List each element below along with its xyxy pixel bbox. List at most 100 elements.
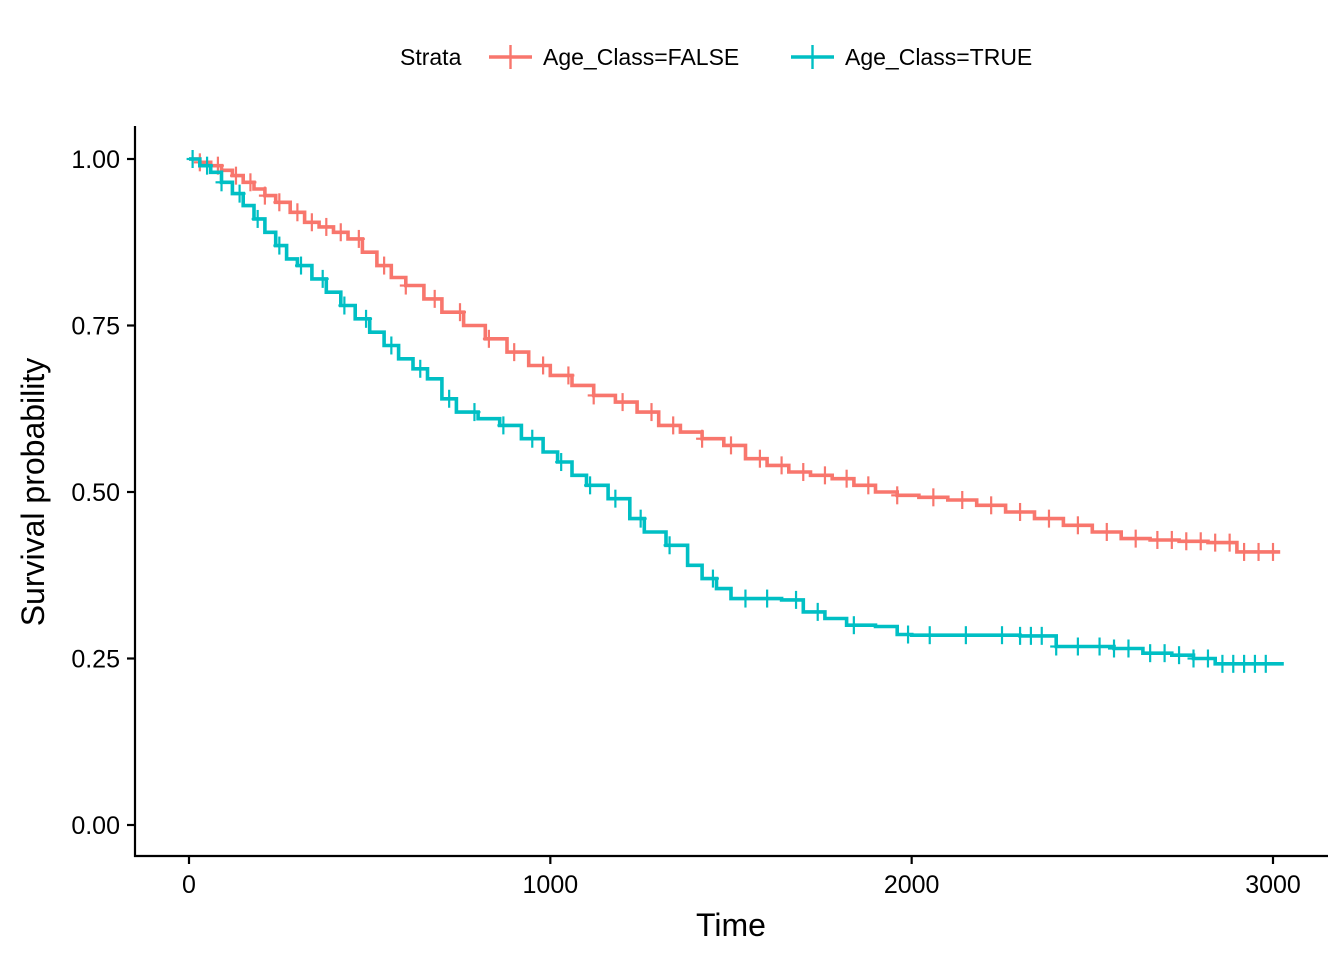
censor-mark bbox=[959, 626, 972, 645]
censor-mark bbox=[414, 359, 427, 378]
censor-mark bbox=[1180, 532, 1193, 551]
censor-mark bbox=[1187, 649, 1200, 668]
censor-mark bbox=[1071, 637, 1084, 656]
censor-mark bbox=[1216, 654, 1229, 673]
censor-mark bbox=[443, 389, 456, 408]
censor-mark bbox=[1100, 522, 1113, 541]
y-tick-label: 0.50 bbox=[71, 479, 120, 507]
censor-mark bbox=[725, 436, 737, 455]
legend-label-true: Age_Class=TRUE bbox=[845, 44, 1032, 70]
censor-mark bbox=[1201, 649, 1214, 668]
survival-curves bbox=[186, 150, 1284, 673]
censor-mark bbox=[753, 449, 766, 468]
censor-mark bbox=[927, 488, 940, 507]
censor-mark bbox=[634, 509, 647, 528]
legend-title: Strata bbox=[400, 44, 462, 70]
censor-mark bbox=[775, 456, 788, 475]
censor-mark bbox=[761, 589, 774, 608]
censor-mark bbox=[338, 296, 351, 315]
censor-mark bbox=[537, 356, 550, 375]
censor-mark bbox=[378, 256, 391, 275]
censor-mark bbox=[985, 496, 998, 515]
x-tick-label: 0 bbox=[182, 871, 196, 899]
censor-mark bbox=[291, 203, 304, 222]
y-axis-title: Survival probability bbox=[15, 358, 51, 627]
censor-mark bbox=[251, 209, 264, 228]
x-tick-label: 1000 bbox=[523, 871, 579, 899]
censor-mark bbox=[584, 476, 597, 495]
censor-mark bbox=[667, 416, 680, 435]
censor-mark bbox=[1248, 654, 1261, 673]
censor-mark bbox=[385, 336, 398, 355]
censor-mark bbox=[1238, 654, 1251, 673]
y-ticks: 0.00 0.25 0.50 0.75 1.00 bbox=[71, 146, 135, 840]
censor-mark bbox=[497, 416, 510, 435]
x-ticks: 0 1000 2000 3000 bbox=[182, 856, 1301, 899]
censor-mark bbox=[696, 429, 709, 448]
censor-mark bbox=[1122, 639, 1135, 658]
survival-step-line bbox=[189, 157, 1284, 666]
censor-mark bbox=[233, 184, 246, 203]
censor-mark bbox=[847, 616, 860, 635]
censor-mark bbox=[1238, 542, 1251, 561]
censor-mark bbox=[1129, 529, 1142, 548]
y-tick-label: 0.00 bbox=[71, 812, 120, 840]
censor-mark bbox=[663, 536, 676, 555]
censor-mark bbox=[1108, 639, 1121, 658]
censor-mark bbox=[186, 150, 199, 168]
censor-mark bbox=[526, 429, 539, 448]
censor-mark bbox=[215, 173, 228, 192]
censor-mark bbox=[468, 403, 481, 422]
censor-mark bbox=[360, 309, 373, 328]
censor-mark bbox=[1158, 644, 1171, 663]
censor-mark bbox=[305, 213, 318, 232]
y-tick-label: 1.00 bbox=[71, 146, 120, 174]
censor-mark bbox=[923, 626, 936, 645]
censor-mark bbox=[1151, 530, 1164, 549]
censor-mark bbox=[1144, 644, 1157, 663]
censor-mark bbox=[273, 193, 286, 212]
censor-mark bbox=[320, 217, 333, 236]
x-axis-title: Time bbox=[696, 907, 766, 943]
survival-step-line bbox=[189, 157, 1281, 554]
censor-mark bbox=[797, 463, 810, 482]
censor-mark bbox=[229, 166, 242, 185]
censor-mark bbox=[454, 303, 466, 322]
censor-mark bbox=[902, 625, 915, 644]
censor-mark bbox=[891, 486, 904, 505]
censor-mark bbox=[1194, 532, 1207, 551]
censor-mark bbox=[1209, 533, 1222, 552]
censor-mark bbox=[862, 476, 875, 495]
censor-mark bbox=[352, 229, 365, 248]
censor-mark bbox=[258, 186, 271, 205]
censor-mark bbox=[840, 469, 853, 488]
censor-mark bbox=[1014, 502, 1027, 521]
censor-mark bbox=[1071, 516, 1084, 535]
censor-mark bbox=[399, 276, 412, 295]
censor-mark bbox=[706, 569, 719, 588]
censor-mark bbox=[616, 393, 629, 412]
censor-mark bbox=[482, 329, 495, 348]
legend: Strata Age_Class=FALSE Age_Class=TRUE bbox=[400, 44, 1032, 70]
series-age-class-false bbox=[189, 153, 1281, 561]
censor-mark bbox=[244, 173, 257, 192]
censor-mark bbox=[428, 289, 441, 308]
censor-mark bbox=[555, 453, 568, 472]
censor-mark bbox=[1252, 542, 1265, 561]
censor-mark bbox=[316, 269, 329, 288]
censor-mark bbox=[1042, 509, 1055, 528]
censor-mark bbox=[1173, 646, 1186, 665]
censor-mark bbox=[609, 489, 622, 508]
censor-mark bbox=[790, 590, 803, 609]
censor-mark bbox=[645, 403, 658, 422]
censor-mark bbox=[811, 602, 824, 621]
censor-mark bbox=[1024, 626, 1037, 645]
censor-mark bbox=[1227, 654, 1240, 673]
censor-mark bbox=[508, 343, 521, 362]
censor-mark bbox=[587, 386, 600, 405]
censor-mark bbox=[956, 490, 969, 509]
censor-mark bbox=[996, 626, 1008, 645]
censor-mark bbox=[201, 156, 214, 175]
y-tick-label: 0.75 bbox=[71, 313, 120, 341]
x-tick-label: 2000 bbox=[884, 871, 940, 899]
